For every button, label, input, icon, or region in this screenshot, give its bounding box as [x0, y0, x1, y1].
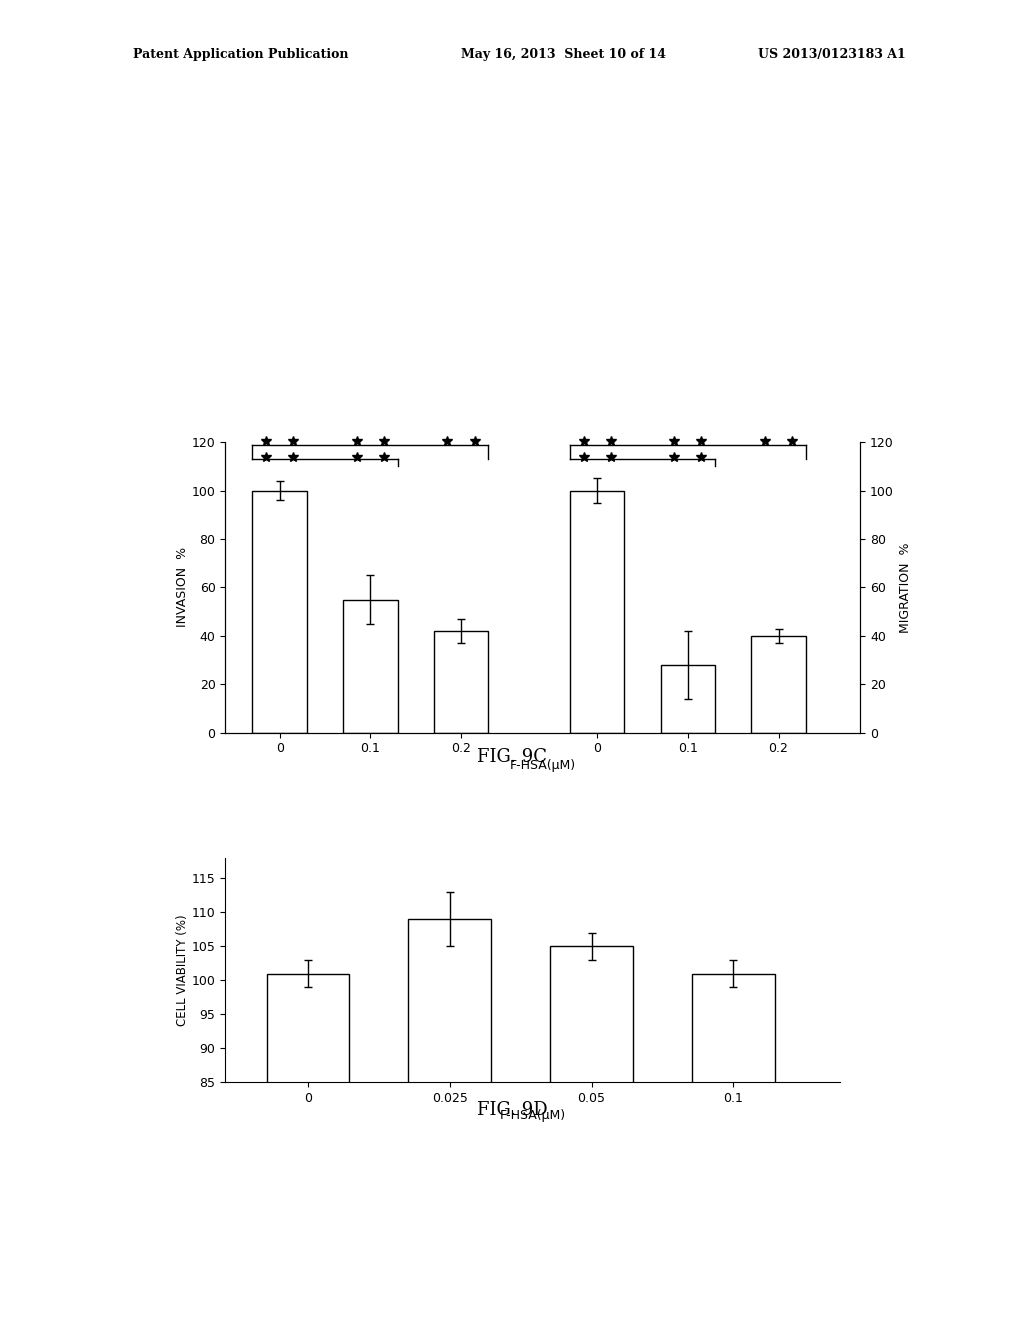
- Text: Patent Application Publication: Patent Application Publication: [133, 48, 348, 61]
- Bar: [253, 491, 307, 733]
- Bar: [550, 946, 633, 1320]
- Bar: [266, 974, 349, 1320]
- Bar: [692, 974, 775, 1320]
- X-axis label: F-HSA(μM): F-HSA(μM): [500, 1109, 565, 1122]
- Text: FIG. 9C: FIG. 9C: [477, 748, 547, 767]
- Text: May 16, 2013  Sheet 10 of 14: May 16, 2013 Sheet 10 of 14: [461, 48, 666, 61]
- Bar: [752, 636, 806, 733]
- Bar: [434, 631, 488, 733]
- Text: FIG. 9D: FIG. 9D: [477, 1101, 547, 1119]
- Text: US 2013/0123183 A1: US 2013/0123183 A1: [758, 48, 905, 61]
- Bar: [660, 665, 715, 733]
- Bar: [343, 599, 397, 733]
- Bar: [570, 491, 625, 733]
- Y-axis label: INVASION  %: INVASION %: [176, 548, 188, 627]
- Bar: [409, 919, 492, 1320]
- X-axis label: F-HSA(μM): F-HSA(μM): [510, 759, 575, 772]
- Y-axis label: MIGRATION  %: MIGRATION %: [899, 543, 912, 632]
- Y-axis label: CELL VIABILITY (%): CELL VIABILITY (%): [176, 915, 188, 1026]
